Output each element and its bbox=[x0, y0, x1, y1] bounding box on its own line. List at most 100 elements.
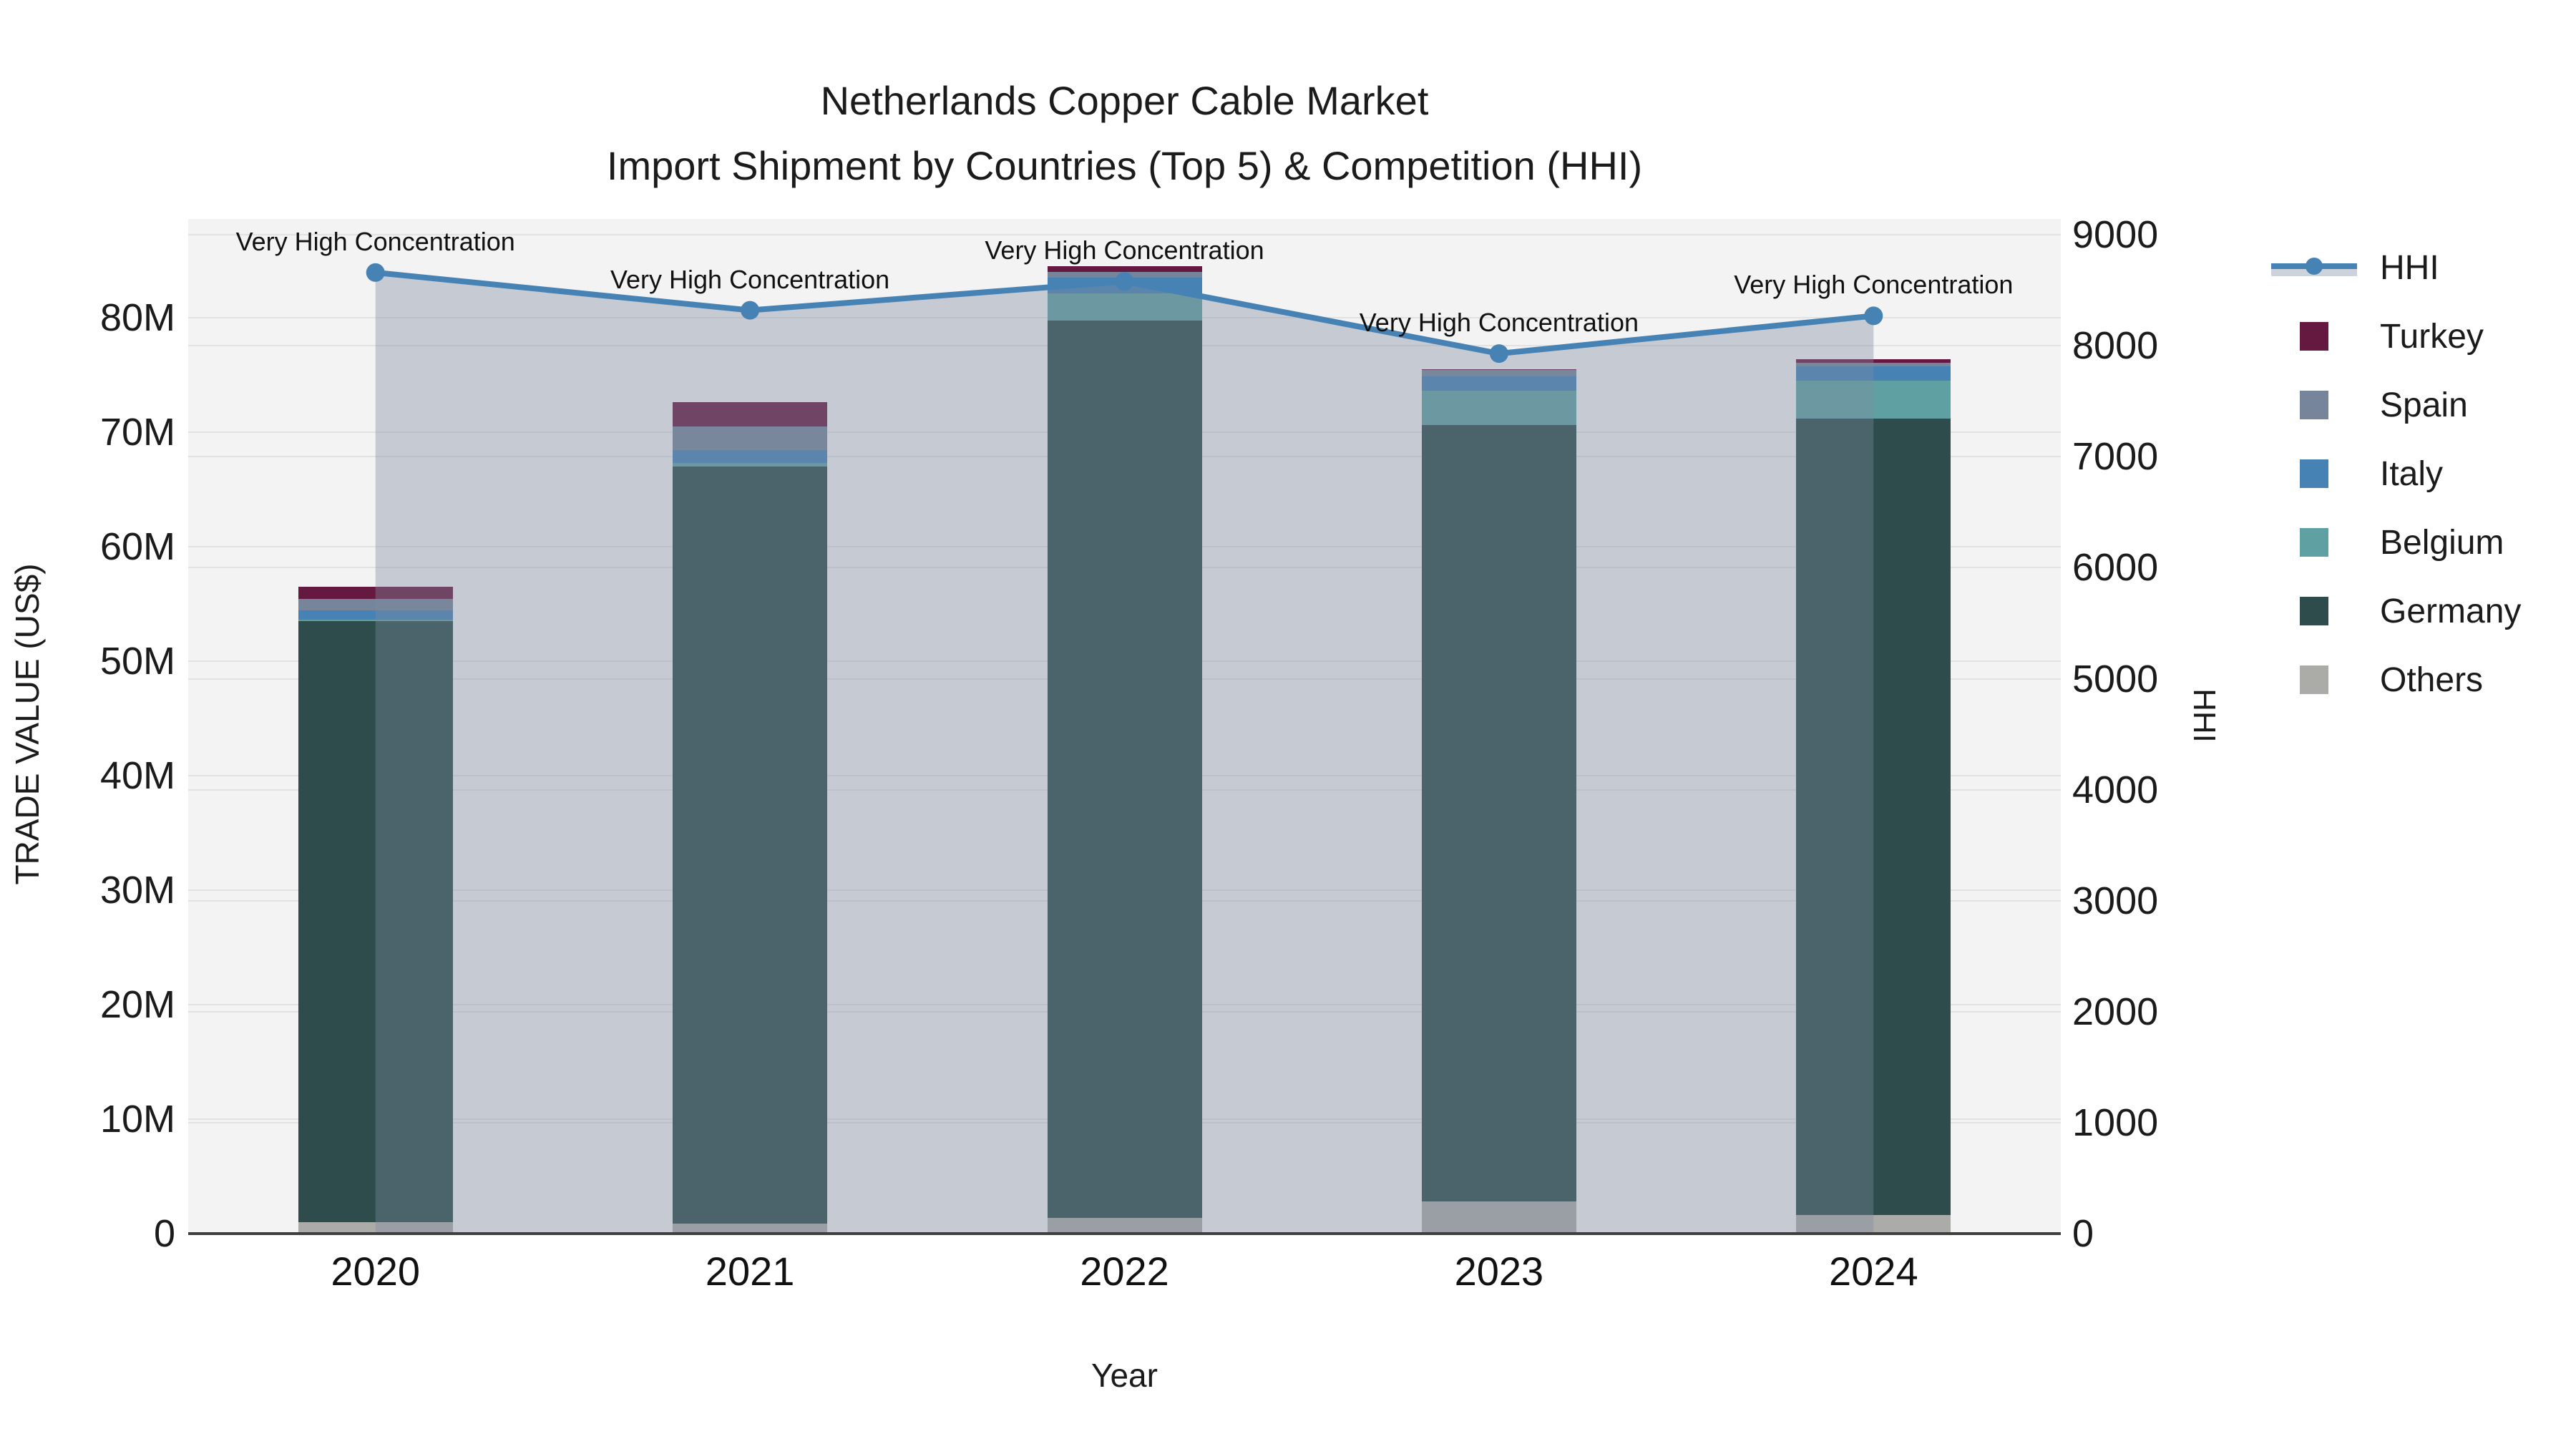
y-tick-right-1000: 1000 bbox=[2072, 1101, 2159, 1144]
hhi-line-legend-icon bbox=[2267, 253, 2361, 282]
legend-label: Belgium bbox=[2380, 523, 2504, 562]
x-axis-line bbox=[188, 1232, 2061, 1235]
legend-item-others[interactable]: Others bbox=[2267, 645, 2521, 714]
bar-segment-italy-2024[interactable] bbox=[1796, 366, 1951, 381]
legend-label: Turkey bbox=[2380, 317, 2484, 356]
bar-segment-turkey-2022[interactable] bbox=[1047, 265, 1202, 272]
bar-segment-turkey-2024[interactable] bbox=[1796, 359, 1951, 364]
turkey-swatch-icon bbox=[2267, 322, 2361, 351]
bar-segment-belgium-2024[interactable] bbox=[1796, 381, 1951, 419]
bar-segment-spain-2020[interactable] bbox=[298, 599, 453, 611]
annotation-2022: Very High Concentration bbox=[985, 235, 1264, 265]
legend-color-box bbox=[2300, 391, 2328, 419]
legend-color-box bbox=[2300, 528, 2328, 557]
bar-segment-germany-2021[interactable] bbox=[673, 466, 828, 1224]
bar-segment-belgium-2022[interactable] bbox=[1047, 293, 1202, 321]
hhi-line-layer bbox=[366, 263, 1883, 1234]
x-tick-2022: 2022 bbox=[1080, 1249, 1169, 1294]
y-tick-right-4000: 4000 bbox=[2072, 768, 2159, 811]
hhi-marker-2023[interactable] bbox=[1489, 344, 1508, 364]
chart-title-line1: Netherlands Copper Cable Market bbox=[820, 78, 1429, 123]
legend: HHI Turkey Spain Italy Belgium Germany Others bbox=[2267, 233, 2521, 714]
bar-segment-italy-2021[interactable] bbox=[673, 449, 828, 463]
y-tick-left-40M: 40M bbox=[99, 753, 175, 797]
x-tick-2023: 2023 bbox=[1454, 1249, 1544, 1294]
legend-item-germany[interactable]: Germany bbox=[2267, 577, 2521, 645]
legend-line-marker bbox=[2306, 258, 2323, 275]
y-tick-left-20M: 20M bbox=[99, 982, 175, 1026]
legend-color-box bbox=[2300, 322, 2328, 351]
y-tick-left-60M: 60M bbox=[99, 525, 175, 568]
hhi-marker-2022[interactable] bbox=[1115, 272, 1134, 291]
annotation-2024: Very High Concentration bbox=[1734, 270, 2014, 300]
legend-item-turkey[interactable]: Turkey bbox=[2267, 302, 2521, 371]
x-tick-2020: 2020 bbox=[331, 1249, 420, 1294]
legend-label: Italy bbox=[2380, 454, 2444, 493]
bar-segment-turkey-2021[interactable] bbox=[673, 401, 828, 426]
legend-item-belgium[interactable]: Belgium bbox=[2267, 508, 2521, 577]
y-tick-left-80M: 80M bbox=[99, 296, 175, 339]
y-tick-left-70M: 70M bbox=[99, 410, 175, 454]
y-axis-title-left: TRADE VALUE (US$) bbox=[9, 563, 46, 885]
y-tick-right-8000: 8000 bbox=[2072, 324, 2159, 368]
legend-label: HHI bbox=[2380, 248, 2439, 287]
bar-segment-others-2024[interactable] bbox=[1796, 1214, 1951, 1234]
hhi-area-fill bbox=[375, 272, 1874, 1234]
others-swatch-icon bbox=[2267, 665, 2361, 694]
y-tick-left-10M: 10M bbox=[99, 1097, 175, 1141]
bar-2020[interactable] bbox=[298, 587, 453, 1234]
bar-segment-italy-2020[interactable] bbox=[298, 610, 453, 620]
bar-segment-germany-2022[interactable] bbox=[1047, 320, 1202, 1218]
y-tick-right-0: 0 bbox=[2072, 1212, 2094, 1255]
bar-segment-italy-2023[interactable] bbox=[1421, 376, 1576, 391]
y-axis-title-right: HHI bbox=[2187, 688, 2222, 743]
bar-segment-spain-2024[interactable] bbox=[1796, 363, 1951, 367]
bar-segment-others-2021[interactable] bbox=[673, 1223, 828, 1234]
bar-segment-others-2022[interactable] bbox=[1047, 1217, 1202, 1234]
belgium-swatch-icon bbox=[2267, 528, 2361, 557]
gridline-right-axis bbox=[188, 234, 2061, 236]
bar-segment-belgium-2021[interactable] bbox=[673, 462, 828, 467]
bar-segment-belgium-2023[interactable] bbox=[1421, 391, 1576, 426]
legend-item-italy[interactable]: Italy bbox=[2267, 439, 2521, 508]
x-axis-title: Year bbox=[1091, 1357, 1158, 1394]
y-tick-right-5000: 5000 bbox=[2072, 657, 2159, 701]
legend-label: Spain bbox=[2380, 386, 2468, 424]
bar-segment-turkey-2023[interactable] bbox=[1421, 369, 1576, 371]
y-tick-right-3000: 3000 bbox=[2072, 879, 2159, 922]
hhi-marker-2024[interactable] bbox=[1864, 306, 1883, 326]
legend-label: Germany bbox=[2380, 592, 2522, 630]
bar-segment-germany-2020[interactable] bbox=[298, 620, 453, 1222]
chart-title: Netherlands Copper Cable Market Import S… bbox=[188, 69, 2061, 198]
x-tick-2024: 2024 bbox=[1829, 1249, 1918, 1294]
annotation-2023: Very High Concentration bbox=[1359, 308, 1639, 338]
legend-color-box bbox=[2300, 459, 2328, 488]
germany-swatch-icon bbox=[2267, 597, 2361, 625]
y-tick-left-50M: 50M bbox=[99, 639, 175, 683]
hhi-marker-2020[interactable] bbox=[366, 263, 385, 282]
legend-color-box bbox=[2300, 665, 2328, 694]
bar-segment-germany-2023[interactable] bbox=[1421, 425, 1576, 1202]
bar-segment-others-2023[interactable] bbox=[1421, 1201, 1576, 1234]
bar-segment-spain-2023[interactable] bbox=[1421, 370, 1576, 377]
y-tick-left-30M: 30M bbox=[99, 868, 175, 912]
x-tick-2021: 2021 bbox=[705, 1249, 795, 1294]
bar-2023[interactable] bbox=[1421, 369, 1576, 1234]
hhi-marker-2021[interactable] bbox=[741, 301, 760, 320]
bar-2024[interactable] bbox=[1796, 359, 1951, 1234]
bar-2021[interactable] bbox=[673, 401, 828, 1234]
legend-label: Others bbox=[2380, 660, 2484, 699]
bar-segment-turkey-2020[interactable] bbox=[298, 587, 453, 600]
italy-swatch-icon bbox=[2267, 459, 2361, 488]
legend-item-hhi[interactable]: HHI bbox=[2267, 233, 2521, 302]
legend-color-box bbox=[2300, 597, 2328, 625]
bar-segment-belgium-2020[interactable] bbox=[298, 620, 453, 621]
bar-segment-germany-2024[interactable] bbox=[1796, 419, 1951, 1215]
plot-area bbox=[188, 219, 2061, 1235]
bar-segment-spain-2021[interactable] bbox=[673, 426, 828, 450]
annotation-2020: Very High Concentration bbox=[235, 226, 515, 256]
spain-swatch-icon bbox=[2267, 391, 2361, 419]
bar-segment-others-2020[interactable] bbox=[298, 1222, 453, 1234]
legend-item-spain[interactable]: Spain bbox=[2267, 371, 2521, 439]
